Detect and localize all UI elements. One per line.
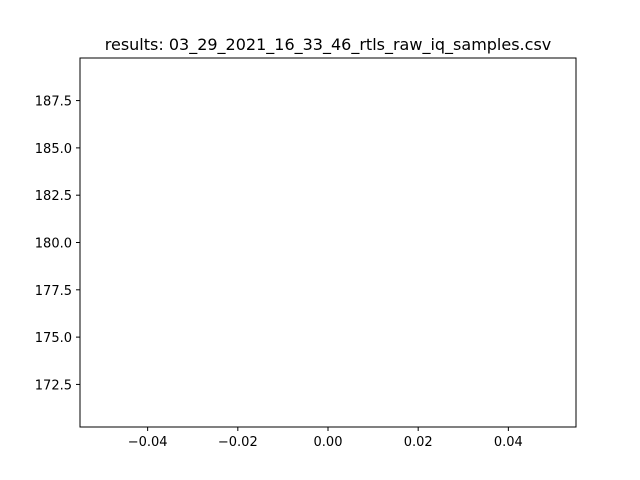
x-tick-label: −0.04 (128, 435, 168, 450)
chart-title: results: 03_29_2021_16_33_46_rtls_raw_iq… (105, 35, 552, 55)
y-tick-label: 182.5 (35, 189, 72, 204)
plot-area (79, 57, 577, 428)
y-tick-label: 187.5 (35, 95, 72, 110)
x-axis: −0.04 −0.02 0.00 0.02 0.04 (128, 427, 523, 450)
x-tick-label: 0.02 (404, 435, 433, 450)
y-axis: 172.5 175.0 177.5 180.0 182.5 185.0 187.5 (35, 95, 80, 393)
x-tick-label: −0.02 (218, 435, 258, 450)
y-tick-label: 177.5 (35, 284, 72, 299)
y-tick-label: 175.0 (35, 331, 72, 346)
y-tick-label: 180.0 (35, 237, 72, 252)
y-tick-label: 185.0 (35, 142, 72, 157)
x-tick-label: 0.04 (494, 435, 523, 450)
x-tick-label: 0.00 (314, 435, 343, 450)
y-tick-label: 172.5 (35, 378, 72, 393)
